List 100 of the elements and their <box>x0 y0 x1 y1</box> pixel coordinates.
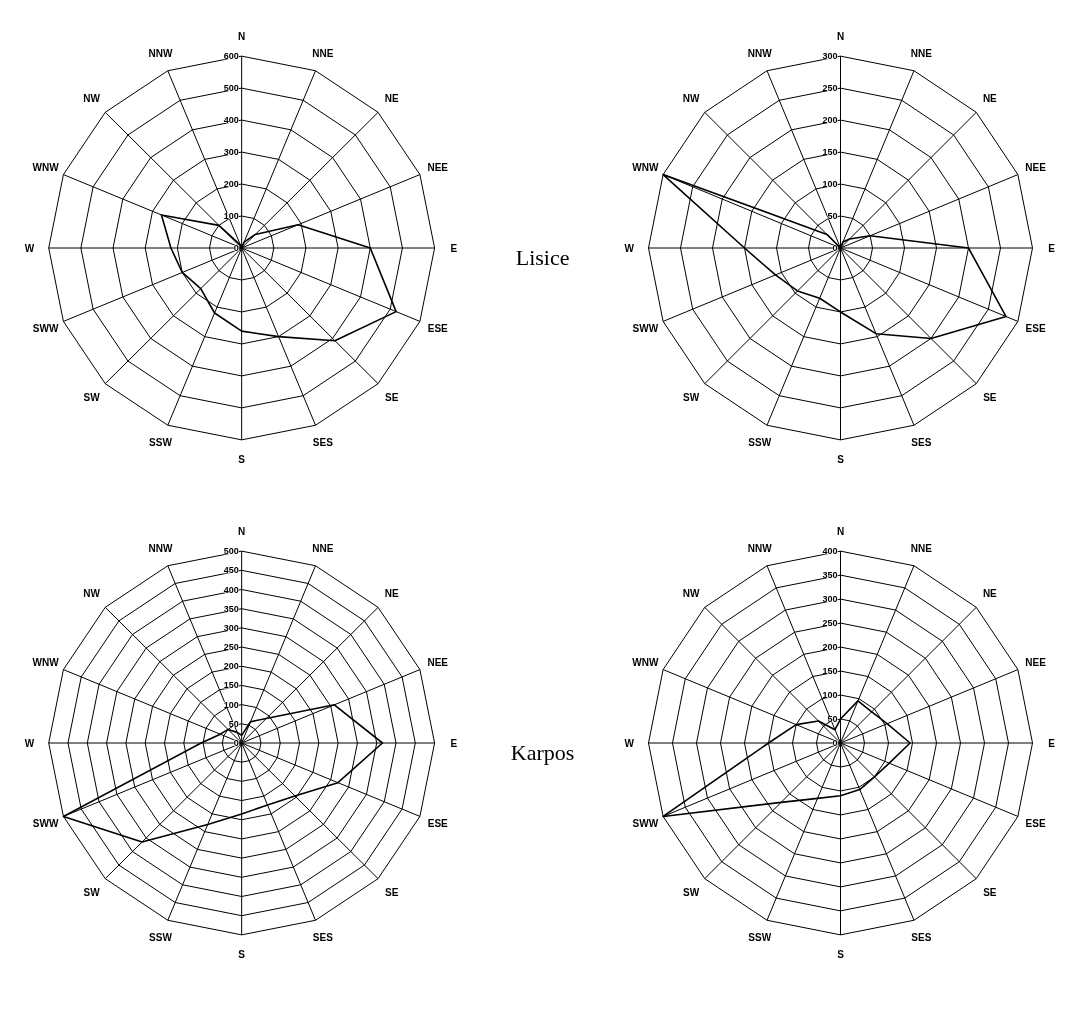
y-tick-label: 100 <box>822 690 838 701</box>
spoke-label: NW <box>682 588 701 600</box>
spoke-label: SWW <box>632 323 659 335</box>
spoke-label: NNE <box>910 47 933 59</box>
y-tick-label: 250 <box>822 618 838 629</box>
spoke-label: SWW <box>632 818 659 830</box>
spoke-label: W <box>624 242 635 254</box>
spoke-label: ESE <box>1025 818 1046 830</box>
y-tick-label: 150 <box>223 680 239 691</box>
spoke-label: SW <box>83 886 101 898</box>
spoke-label: SE <box>983 391 997 403</box>
y-tick-label: 100 <box>223 211 239 222</box>
y-tick-label: 600 <box>223 51 239 62</box>
y-tick-label: 150 <box>822 147 838 158</box>
spoke-label: SSW <box>748 437 772 449</box>
spoke-label: WNW <box>632 161 659 173</box>
spoke-label: NNE <box>312 47 334 59</box>
y-tick-label: 400 <box>223 584 239 595</box>
spoke-label: NE <box>384 588 399 600</box>
y-tick-label: 100 <box>223 699 239 710</box>
spoke-label: S <box>238 948 246 960</box>
spoke-label: SES <box>911 932 932 944</box>
spoke-label: W <box>24 737 35 749</box>
y-tick-label: 300 <box>822 594 838 605</box>
y-tick-label: 500 <box>223 546 239 557</box>
spoke-label: S <box>837 948 845 960</box>
y-tick-label: 400 <box>822 546 838 557</box>
spoke-label: SSW <box>748 932 772 944</box>
spoke-label: NE <box>384 93 399 105</box>
spoke-label: NNW <box>747 47 773 59</box>
spoke-label: S <box>837 453 845 465</box>
y-tick-label: 0 <box>233 243 239 253</box>
spoke-label: ESE <box>1025 323 1046 335</box>
spoke-label: NEE <box>1025 656 1047 668</box>
text: Karpos <box>510 740 575 766</box>
spoke-label: SWW <box>32 818 59 830</box>
y-tick-label: 200 <box>822 642 838 653</box>
y-tick-label: 0 <box>233 738 239 748</box>
y-tick-label: 0 <box>832 243 838 253</box>
spoke-label: ESE <box>427 818 449 830</box>
spoke-label: NNE <box>910 542 933 554</box>
spoke-label: SW <box>683 391 700 403</box>
spoke-label: NW <box>83 93 101 105</box>
spoke-label: NE <box>982 588 998 600</box>
y-tick-label: 250 <box>223 642 239 653</box>
spoke-label: NW <box>83 588 101 600</box>
spoke-label: NE <box>982 93 998 105</box>
spoke-label: SE <box>385 886 399 898</box>
y-tick-label: 250 <box>822 83 838 94</box>
y-tick-label: 50 <box>228 718 239 729</box>
spoke-label: E <box>450 242 458 254</box>
spoke-label: NW <box>682 93 701 105</box>
spoke-label: SW <box>83 391 101 403</box>
y-tick-label: 150 <box>822 666 838 677</box>
spoke-label: SE <box>983 886 997 898</box>
spoke-label: WNW <box>32 656 60 668</box>
spoke-label: E <box>1048 242 1056 254</box>
spoke-label: E <box>450 737 458 749</box>
spoke-label: SWW <box>32 323 59 335</box>
spoke-label: SW <box>683 886 700 898</box>
spoke-label: NEE <box>1025 161 1047 173</box>
spoke-label: NEE <box>427 656 449 668</box>
y-tick-label: 300 <box>822 51 838 62</box>
y-tick-label: 350 <box>822 570 838 581</box>
spoke-label: SSW <box>149 437 173 449</box>
spoke-label: SES <box>911 437 932 449</box>
y-tick-label: 450 <box>223 565 239 576</box>
y-tick-label: 300 <box>223 147 239 158</box>
spoke-label: N <box>238 526 246 538</box>
spoke-label: NNW <box>148 542 173 554</box>
spoke-label: WNW <box>32 161 60 173</box>
spoke-label: SE <box>385 391 399 403</box>
spoke-label: NNW <box>747 542 773 554</box>
spoke-label: NEE <box>427 161 449 173</box>
y-tick-label: 500 <box>223 83 239 94</box>
spoke-label: SES <box>312 932 334 944</box>
spoke-label: WNW <box>632 656 659 668</box>
y-tick-label: 200 <box>223 179 239 190</box>
y-tick-label: 100 <box>822 179 838 190</box>
y-tick-label: 400 <box>223 115 239 126</box>
spoke-label: N <box>238 31 246 43</box>
spoke-label: W <box>624 737 635 749</box>
spoke-label: SSW <box>149 932 173 944</box>
spoke-label: NNE <box>312 542 334 554</box>
y-tick-label: 300 <box>223 622 239 633</box>
spoke-label: E <box>1048 737 1056 749</box>
spoke-label: SES <box>312 437 334 449</box>
y-tick-label: 50 <box>827 211 838 222</box>
y-tick-label: 350 <box>223 603 239 614</box>
y-tick-label: 50 <box>827 714 838 725</box>
text: Lisice <box>515 245 570 271</box>
y-tick-label: 200 <box>223 661 239 672</box>
spoke-label: N <box>836 526 845 538</box>
y-tick-label: 200 <box>822 115 838 126</box>
spoke-label: ESE <box>427 323 449 335</box>
spoke-label: NNW <box>148 47 173 59</box>
spoke-label: W <box>24 242 35 254</box>
y-tick-label: 0 <box>832 738 838 748</box>
spoke-label: N <box>836 31 845 43</box>
spoke-label: S <box>238 453 246 465</box>
